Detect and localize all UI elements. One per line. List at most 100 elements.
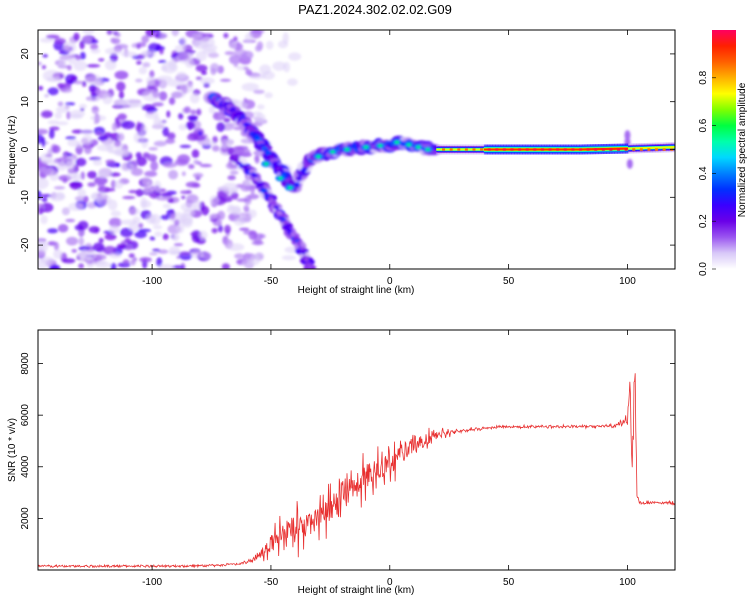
- spectrogram-noise-blob: [116, 243, 128, 249]
- colorbar-tick-label: 0.8: [698, 70, 709, 84]
- spectrogram-noise-blob: [53, 241, 60, 251]
- spectrogram-noise-wash: [66, 169, 77, 181]
- spectrogram-y-tick-label: -20: [20, 237, 31, 252]
- spectrogram-noise-blob: [229, 54, 242, 65]
- spectrogram-noise-wash: [58, 59, 67, 69]
- spectrogram-noise-blob: [162, 126, 169, 137]
- spectrogram-noise-wash: [158, 120, 167, 126]
- spectrogram-track-core: [296, 175, 303, 182]
- snr-frame: [37, 329, 676, 571]
- spectrogram-carrier-cell: [643, 147, 647, 150]
- spectrogram-noise-blob: [168, 97, 176, 105]
- spectrogram-carrier-cell: [659, 146, 663, 149]
- spectrogram-noise-wash: [198, 230, 208, 240]
- spectrogram-carrier-cell: [553, 148, 557, 151]
- spectrogram-carrier-cell: [482, 148, 486, 151]
- spectrogram-noise-blob: [130, 259, 136, 266]
- spectrogram-carrier-peak: [510, 148, 514, 151]
- spectrogram-noise-blob: [235, 145, 249, 150]
- spectrogram-carrier-cell: [559, 148, 563, 151]
- spectrogram-noise-wash: [73, 60, 87, 71]
- spectrogram-carrier-cell: [653, 146, 657, 149]
- spectrogram-carrier-peak: [533, 148, 537, 151]
- snr-y-tick-label: 4000: [20, 455, 31, 478]
- spectrogram-noise-blob: [115, 32, 121, 38]
- spectrogram-noise-wash: [161, 61, 178, 74]
- snr-y-tick-label: 6000: [20, 404, 31, 427]
- spectrogram-noise-blob: [213, 111, 219, 120]
- spectrogram-noise-wash: [262, 70, 275, 80]
- spectrogram-noise-wash: [179, 82, 194, 94]
- spectrogram-noise-blob: [53, 186, 66, 190]
- spectrogram-noise-blob: [124, 238, 131, 244]
- spectrogram-carrier-cell: [453, 148, 457, 151]
- spectrogram-noise-wash: [47, 120, 59, 125]
- spectrogram-noise-blob: [91, 105, 100, 115]
- spectrogram-noise-wash: [272, 61, 287, 71]
- spectrogram-noise-blob: [57, 101, 64, 107]
- snr-background: [38, 330, 675, 570]
- spectrogram-noise-wash: [153, 180, 162, 193]
- spectrogram-noise-blob: [239, 212, 249, 217]
- spectrogram-bright-core: [377, 144, 383, 148]
- spectrogram-track-core: [247, 126, 256, 132]
- spectrogram-noise-blob: [114, 70, 129, 80]
- spectrogram-carrier-cell: [654, 146, 658, 149]
- spectrogram-noise-blob: [78, 263, 85, 269]
- spectrogram-x-tick-label: 100: [619, 276, 636, 287]
- spectrogram-noise-blob: [49, 264, 61, 269]
- spectrogram-noise-blob: [78, 230, 84, 237]
- spectrogram-noise-blob: [60, 87, 73, 93]
- spectrogram-noise-blob: [117, 113, 127, 121]
- spectrogram-noise-blob: [74, 196, 86, 202]
- spectrogram-y-axis: -20 -10 0 10 20: [20, 48, 675, 252]
- spectrogram-noise-blob: [41, 197, 48, 202]
- spectrogram-noise-blob: [210, 67, 217, 76]
- spectrogram-noise-blob: [79, 51, 86, 60]
- spectrogram-carrier-cell: [626, 147, 630, 150]
- spectrogram-noise-wash: [162, 203, 172, 209]
- spectrogram-noise-wash: [46, 76, 63, 83]
- spectrogram-noise-blob: [122, 196, 136, 200]
- spectrogram-noise-blob: [212, 145, 220, 152]
- spectrogram-noise-blob: [85, 243, 92, 247]
- spectrogram-noise-wash: [233, 217, 246, 226]
- spectrogram-noise-wash: [146, 76, 156, 86]
- spectrogram-noise-wash: [180, 213, 193, 226]
- spectrogram-noise-blob: [179, 190, 192, 195]
- spectrogram-branch-core: [290, 231, 296, 237]
- spectrogram-carrier-cell: [583, 148, 587, 151]
- spectrogram-carrier-cell: [597, 148, 601, 151]
- spectrogram-noise-blob: [166, 110, 171, 118]
- spectrogram-carrier-cell: [604, 147, 608, 150]
- spectrogram-noise-blob: [38, 207, 44, 215]
- spectrogram-carrier-cell: [461, 148, 465, 151]
- spectrogram-noise-wash: [221, 182, 239, 194]
- spectrogram-noise-wash: [176, 71, 187, 79]
- spectrogram-carrier-cell: [468, 148, 471, 151]
- spectrogram-noise-wash: [265, 40, 274, 50]
- spectrogram-noise-wash: [77, 255, 92, 260]
- spectrogram-noise-blob: [125, 245, 133, 251]
- spectrogram-noise-blob: [38, 85, 44, 91]
- spectrogram-noise-wash: [209, 195, 220, 205]
- spectrogram-carrier-cell: [607, 147, 611, 150]
- spectrogram-noise-wash: [138, 66, 148, 75]
- spectrogram-blobs: [38, 30, 633, 269]
- spectrogram-carrier-peak: [442, 148, 446, 151]
- spectrogram-carrier-peak: [594, 148, 598, 151]
- spectrogram-noise-wash: [104, 47, 123, 55]
- spectrogram-branch-core: [273, 205, 280, 210]
- spectrogram-noise-blob: [150, 160, 159, 171]
- spectrogram-noise-blob: [148, 147, 158, 151]
- spectrogram-noise-blob: [217, 210, 226, 221]
- spectrogram-noise-blob: [199, 163, 212, 168]
- spectrogram-noise-blob: [62, 258, 76, 264]
- spectrogram-noise-wash: [140, 197, 147, 210]
- spectrogram-carrier-cell: [506, 148, 509, 151]
- spectrogram-noise-blob: [136, 156, 147, 167]
- spectrogram-bright-core: [278, 176, 283, 180]
- spectrogram-noise-blob: [61, 207, 70, 216]
- spectrogram-track-core: [229, 106, 237, 113]
- spectrogram-noise-wash: [191, 32, 204, 39]
